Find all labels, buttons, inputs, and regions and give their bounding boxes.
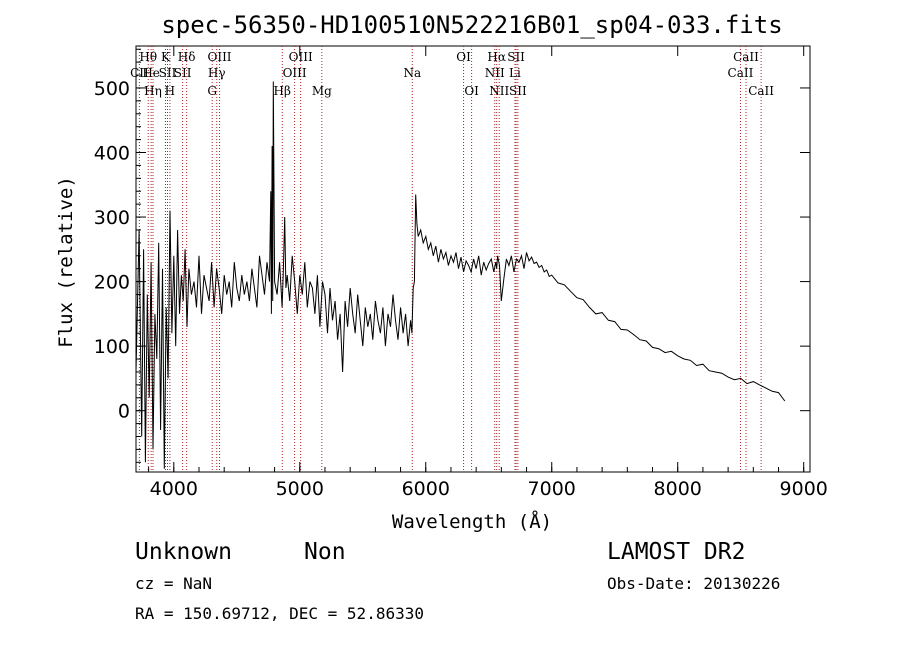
- y-tick-label: 400: [94, 143, 130, 165]
- marker-label: OIII: [289, 50, 313, 64]
- x-tick-label: 7000: [528, 478, 576, 500]
- marker-label: Hδ: [178, 50, 196, 64]
- marker-label: NII: [485, 66, 505, 80]
- marker-label: G: [207, 84, 217, 98]
- object-class: Unknown: [135, 539, 232, 565]
- x-tick-label: 9000: [780, 478, 828, 500]
- plot-frame: [135, 45, 811, 473]
- marker-label: SII: [159, 66, 177, 80]
- coordinates: RA = 150.69712, DEC = 52.86330: [135, 604, 424, 623]
- marker-label: CaII: [733, 50, 759, 64]
- marker-label: Li: [509, 66, 521, 80]
- marker-label: SII: [174, 66, 192, 80]
- chart-title: spec-56350-HD100510N522216B01_sp04-033.f…: [161, 11, 782, 39]
- y-tick-label: 500: [94, 78, 130, 100]
- marker-label: Hγ: [208, 66, 226, 80]
- object-subclass: Non: [304, 539, 346, 565]
- marker-label: Mg: [312, 84, 332, 98]
- marker-label: OIII: [207, 50, 231, 64]
- marker-label: CII: [130, 66, 149, 80]
- marker-label: Hθ: [139, 50, 157, 64]
- marker-label: SII: [507, 50, 525, 64]
- marker-label: CaII: [728, 66, 754, 80]
- redshift-cz: cz = NaN: [135, 574, 212, 593]
- marker-label: OI: [456, 50, 471, 64]
- y-axis-label: Flux (relative): [55, 176, 77, 348]
- marker-label: K: [161, 50, 171, 64]
- y-tick-label: 0: [118, 401, 130, 423]
- y-tick-label: 100: [94, 336, 130, 358]
- y-tick-label: 300: [94, 207, 130, 229]
- spectrum-line: [135, 81, 786, 469]
- x-tick-label: 5000: [276, 478, 324, 500]
- marker-label: OI: [464, 84, 479, 98]
- info-panel: Unknown Non LAMOST DR2 cz = NaN Obs-Date…: [135, 539, 780, 623]
- y-tick-label: 200: [94, 272, 130, 294]
- marker-label: OIII: [283, 66, 307, 80]
- marker-label: Hβ: [274, 84, 291, 98]
- marker-label: He: [142, 66, 160, 80]
- survey-name: LAMOST DR2: [607, 539, 745, 565]
- x-tick-label: 6000: [402, 478, 450, 500]
- x-tick-label: 8000: [654, 478, 702, 500]
- x-axis-ticks: 4000 5000 6000 7000 8000 9000: [148, 46, 828, 500]
- marker-label: Hη: [144, 84, 162, 98]
- marker-label: H: [165, 84, 175, 98]
- marker-label: Hα: [487, 50, 506, 64]
- marker-label: Na: [403, 66, 421, 80]
- marker-label: CaII: [748, 84, 774, 98]
- x-tick-label: 4000: [150, 478, 198, 500]
- marker-label: NII: [489, 84, 509, 98]
- observation-date: Obs-Date: 20130226: [607, 574, 780, 593]
- y-axis-ticks: 0 100 200 300 400 500: [94, 48, 810, 463]
- x-axis-label: Wavelength (Å): [392, 510, 552, 533]
- marker-label: SII: [509, 84, 527, 98]
